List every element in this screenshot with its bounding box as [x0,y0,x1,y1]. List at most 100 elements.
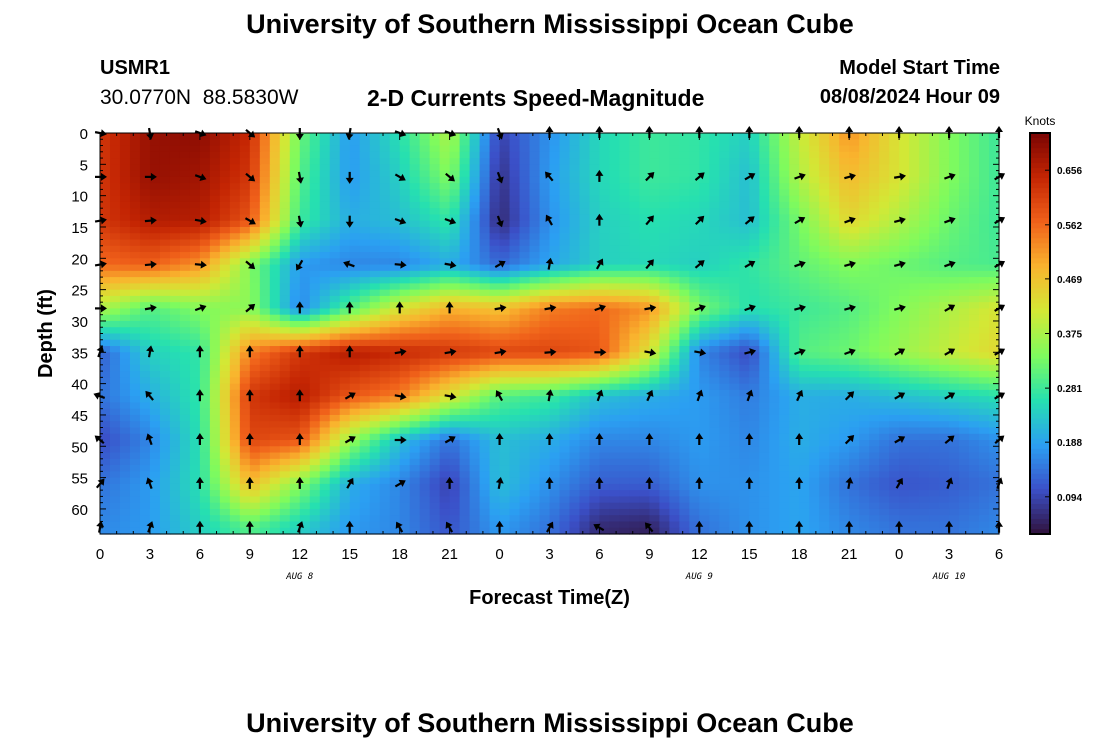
heatmap-cell [889,327,900,335]
heatmap-cell [519,302,531,310]
heatmap-cell [699,389,710,397]
heatmap-cell [149,320,161,328]
heatmap-cell [219,283,231,291]
heatmap-cell [339,427,351,435]
heatmap-cell [699,465,710,472]
heatmap-cell [519,258,531,266]
heatmap-cell [149,233,161,241]
heatmap-cell [739,233,750,241]
heatmap-cell [629,183,640,190]
heatmap-cell [739,189,750,197]
heatmap-cell [979,252,990,259]
heatmap-cell [899,302,910,310]
heatmap-cell [799,151,810,159]
heatmap-cell [609,189,621,197]
heatmap-cell [229,270,241,278]
heatmap-cell [279,383,291,391]
heatmap-cell [329,158,341,165]
heatmap-cell [379,427,391,435]
heatmap-cell [119,408,131,416]
heatmap-cell [399,427,411,435]
heatmap-cell [419,358,431,366]
heatmap-cell [839,452,850,460]
heatmap-cell [169,145,181,153]
heatmap-cell [439,189,451,197]
heatmap-cell [299,465,311,472]
heatmap-cell [539,446,551,454]
heatmap-cell [979,364,990,372]
heatmap-cell [119,139,131,147]
heatmap-cell [329,183,341,190]
heatmap-cell [219,477,231,485]
heatmap-cell [509,333,521,341]
heatmap-cell [739,421,750,429]
heatmap-cell [459,465,471,472]
heatmap-cell [119,320,131,328]
heatmap-cell [539,270,551,278]
heatmap-cell [369,358,381,366]
heatmap-cell [469,433,481,441]
heatmap-cell [249,396,261,404]
heatmap-cell [169,158,181,165]
heatmap-cell [869,289,880,297]
heatmap-cell [599,252,611,259]
heatmap-cell [919,158,930,165]
heatmap-cell [819,220,830,228]
heatmap-cell [259,277,271,284]
heatmap-cell [399,201,411,209]
heatmap-cell [659,364,670,372]
heatmap-cell [719,189,730,197]
heatmap-cell [659,133,670,140]
heatmap-cell [729,226,740,234]
heatmap-cell [919,289,930,297]
heatmap-cell [949,402,960,410]
heatmap-cell [100,239,111,247]
heatmap-cell [739,320,750,328]
heatmap-cell [559,289,571,297]
heatmap-cell [379,201,391,209]
heatmap-cell [159,452,171,460]
heatmap-cell [219,302,231,310]
heatmap-cell [869,277,880,284]
heatmap-cell [919,402,930,410]
heatmap-cell [299,252,311,259]
heatmap-cell [729,208,740,216]
heatmap-cell [509,465,521,472]
heatmap-cell [899,358,910,366]
heatmap-cell [209,471,221,479]
heatmap-cell [719,389,730,397]
heatmap-cell [499,195,511,203]
heatmap-cell [979,283,990,291]
heatmap-cell [779,408,790,416]
heatmap-cell [609,364,621,372]
heatmap-cell [879,264,890,272]
heatmap-cell [779,446,790,454]
heatmap-cell [569,452,581,460]
heatmap-cell [379,195,391,203]
heatmap-cell [119,433,131,441]
heatmap-cell [689,139,700,147]
heatmap-cell [489,408,501,416]
heatmap-cell [559,327,571,335]
heatmap-cell [159,440,171,447]
heatmap-cell [119,189,131,197]
heatmap-cell [559,277,571,284]
heatmap-cell [739,339,750,347]
heatmap-cell [879,133,890,140]
heatmap-cell [469,233,481,241]
heatmap-cell [389,433,401,441]
heatmap-cell [849,308,860,316]
heatmap-cell [699,220,710,228]
heatmap-cell [569,314,581,322]
heatmap-cell [519,264,531,272]
heatmap-cell [919,233,930,241]
heatmap-cell [729,258,740,266]
heatmap-cell [159,346,171,353]
heatmap-cell [219,208,231,216]
heatmap-cell [100,314,111,322]
heatmap-cell [619,176,631,184]
heatmap-cell [239,226,251,234]
heatmap-cell [689,289,700,297]
heatmap-cell [279,452,291,460]
heatmap-cell [139,139,151,147]
